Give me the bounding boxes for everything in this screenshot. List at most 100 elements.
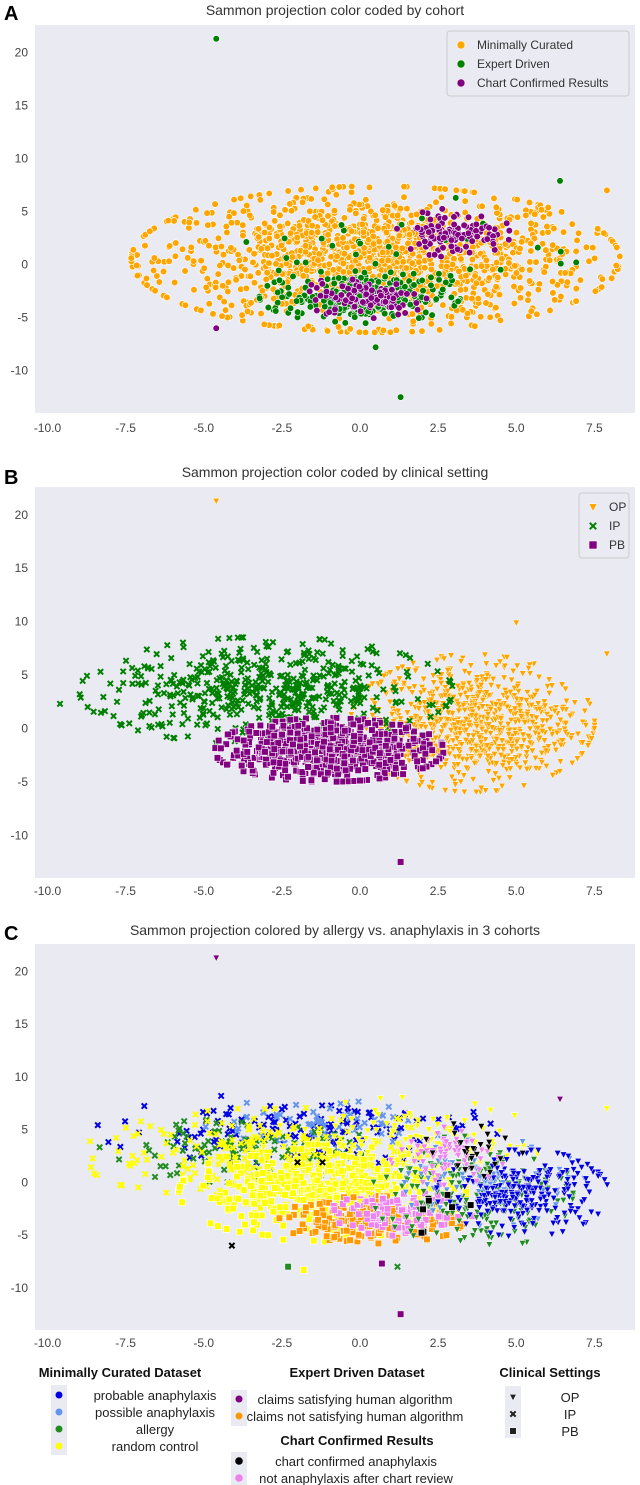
data-point: [440, 234, 448, 242]
data-point: [289, 272, 297, 280]
data-point: [342, 766, 350, 774]
data-point: [460, 221, 468, 229]
data-point: [358, 746, 366, 754]
data-point: [331, 318, 339, 326]
data-point: [216, 261, 224, 270]
data-point: [260, 320, 268, 328]
data-point: [237, 194, 245, 202]
data-point: [307, 195, 315, 203]
outlier-point: [397, 393, 405, 401]
data-point: [359, 228, 368, 236]
data-point: [234, 735, 242, 743]
data-point: [263, 269, 271, 277]
data-point: [308, 222, 316, 230]
data-point: [220, 298, 228, 306]
data-point: [361, 765, 369, 773]
data-point: [330, 207, 339, 215]
data-point: [395, 232, 403, 240]
legend-marker: [456, 78, 466, 88]
data-point: [491, 246, 499, 254]
data-point: [348, 275, 357, 283]
data-point: [381, 298, 389, 306]
panel-letter: A: [4, 3, 18, 25]
outlier-point: [556, 177, 564, 185]
data-point: [294, 729, 302, 738]
data-point: [530, 234, 539, 242]
data-point: [563, 278, 571, 286]
data-point: [452, 194, 460, 202]
data-point: [274, 739, 282, 747]
data-point: [477, 212, 485, 220]
legend-label: IP: [609, 519, 620, 533]
data-point: [463, 309, 472, 318]
data-point: [275, 266, 283, 275]
y-tick-label: 15: [15, 1017, 29, 1031]
data-point: [264, 1231, 272, 1239]
data-point: [538, 240, 547, 248]
data-point: [206, 1219, 215, 1227]
y-tick-label: 0: [21, 1175, 28, 1189]
data-point: [398, 244, 406, 252]
data-point: [388, 286, 396, 294]
data-point: [164, 216, 172, 225]
data-point: [325, 308, 333, 316]
data-point: [496, 316, 505, 324]
data-point: [527, 239, 535, 247]
data-point: [296, 742, 304, 751]
data-point: [238, 761, 246, 770]
data-point: [155, 278, 163, 286]
data-point: [366, 254, 374, 262]
data-point: [214, 1222, 222, 1230]
data-point: [190, 257, 198, 265]
data-point: [323, 275, 332, 283]
data-point: [190, 286, 198, 294]
data-point: [594, 225, 602, 233]
data-point: [284, 284, 292, 292]
data-point: [233, 1163, 241, 1171]
data-point: [269, 1208, 277, 1216]
data-point: [482, 256, 490, 264]
data-point: [290, 1145, 298, 1153]
data-point: [278, 747, 287, 756]
data-point: [356, 239, 364, 248]
data-point: [293, 233, 301, 242]
data-point: [447, 293, 455, 301]
data-point: [324, 212, 332, 220]
x-tick-label: -2.5: [272, 421, 293, 435]
data-point: [289, 740, 297, 749]
data-point: [391, 202, 399, 210]
data-point: [409, 735, 418, 743]
data-point: [513, 196, 521, 204]
data-point: [447, 242, 455, 250]
data-point: [533, 310, 541, 318]
chart-title: Sammon projection colored by allergy vs.…: [130, 922, 540, 938]
data-point: [185, 218, 193, 226]
legend-label: Minimally Curated: [477, 38, 573, 52]
data-point: [397, 221, 406, 229]
x-tick-label: 5.0: [508, 884, 525, 898]
data-point: [351, 267, 359, 275]
data-point: [247, 1182, 255, 1190]
data-point: [265, 189, 273, 198]
x-tick-label: 0.0: [352, 1336, 369, 1350]
data-point: [364, 719, 372, 727]
data-point: [572, 258, 580, 266]
data-point: [301, 248, 310, 256]
data-point: [227, 301, 236, 309]
x-tick-label: 0.0: [352, 421, 369, 435]
data-point: [458, 234, 466, 243]
data-point: [256, 294, 264, 302]
data-point: [202, 283, 210, 292]
data-point: [418, 327, 426, 335]
data-point: [360, 1162, 368, 1170]
data-point: [333, 764, 341, 773]
data-point: [303, 266, 311, 274]
data-point: [434, 222, 442, 230]
data-point: [313, 726, 321, 734]
data-point: [557, 260, 565, 268]
data-point: [422, 308, 430, 317]
data-point: [265, 223, 274, 232]
data-point: [426, 215, 434, 224]
data-point: [259, 1169, 267, 1177]
